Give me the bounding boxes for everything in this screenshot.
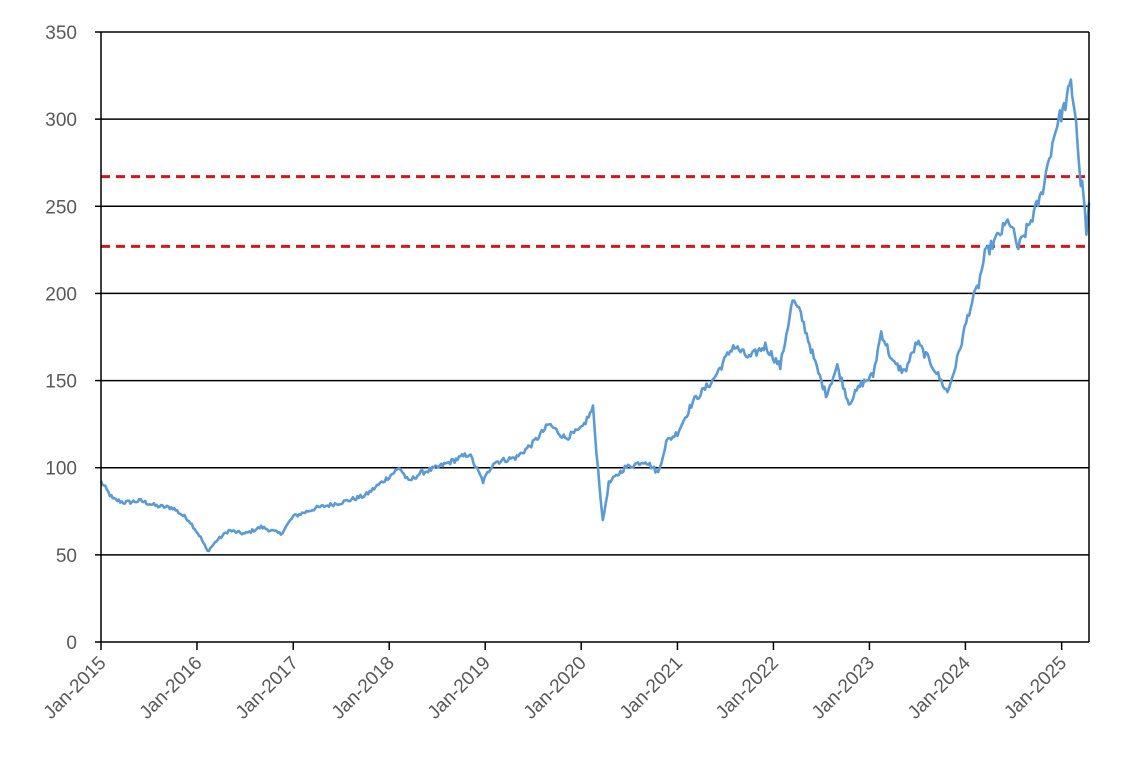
x-tick-label: Jan-2021 <box>616 653 687 724</box>
gridlines <box>101 31 1089 556</box>
x-tick-label: Jan-2019 <box>424 653 495 724</box>
series-line <box>99 78 1091 553</box>
x-tick-label: Jan-2017 <box>232 653 303 724</box>
y-tick-label: 50 <box>56 546 77 567</box>
y-tick-label: 200 <box>45 284 77 305</box>
x-tick-label: Jan-2023 <box>808 653 879 724</box>
axes <box>95 31 1090 643</box>
y-tick-label: 250 <box>45 197 77 218</box>
y-tick-label: 100 <box>45 459 77 480</box>
y-tick-label: 150 <box>45 372 77 393</box>
x-tick-label: Jan-2022 <box>712 653 783 724</box>
y-tick-label: 300 <box>45 110 77 131</box>
y-tick-label: 0 <box>66 633 77 654</box>
y-axis-ticks: 0 50 100 150 200 250 300 350 <box>45 23 77 654</box>
x-tick-label: Jan-2016 <box>136 653 207 724</box>
series-layer <box>99 78 1091 553</box>
x-tick-label: Jan-2015 <box>40 653 111 724</box>
reference-lines <box>101 175 1089 248</box>
y-tick-label: 350 <box>45 23 77 44</box>
x-axis-ticks: Jan-2015 Jan-2016 Jan-2017 Jan-2018 Jan-2019… <box>40 642 1071 724</box>
x-tick-label: Jan-2025 <box>1000 653 1071 724</box>
x-tick-label: Jan-2018 <box>328 653 399 724</box>
x-tick-label: Jan-2024 <box>904 652 975 723</box>
x-tick-label: Jan-2020 <box>520 653 591 724</box>
